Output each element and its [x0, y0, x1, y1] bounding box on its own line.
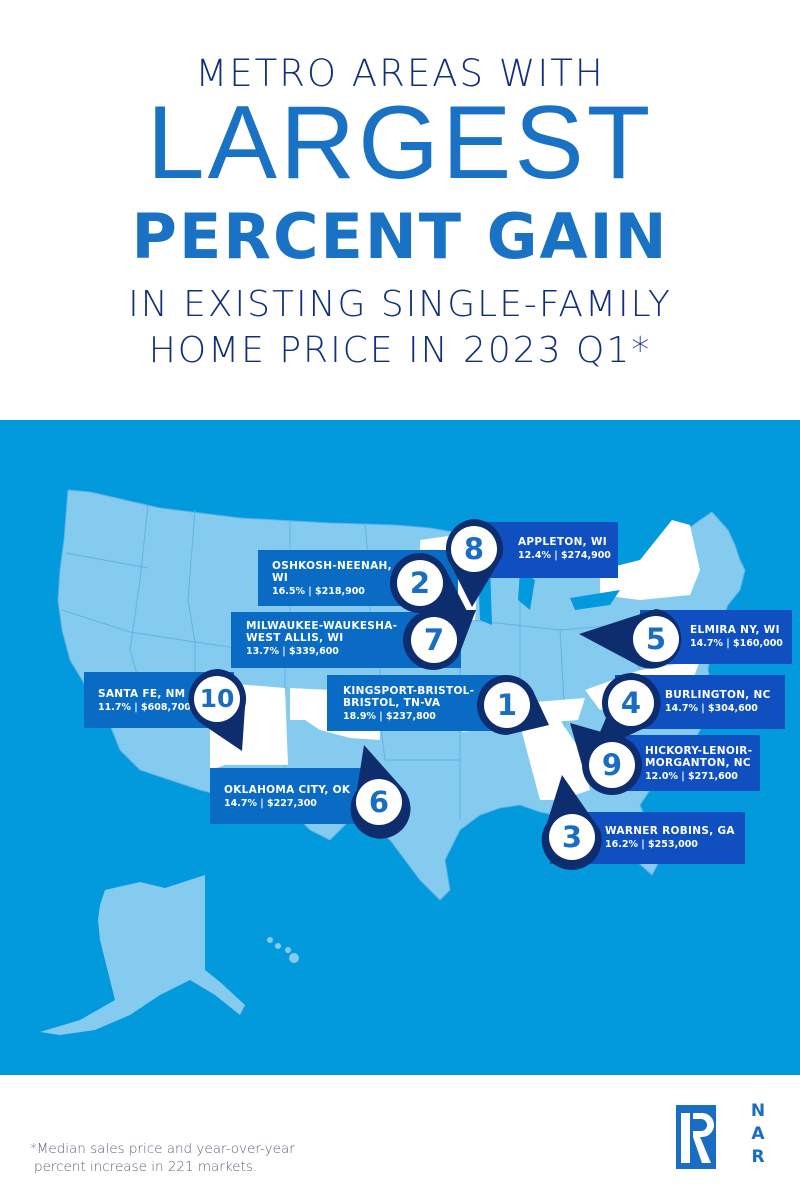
metro-stat: 16.2% | $253,000 — [605, 839, 698, 850]
alaska-land — [40, 875, 245, 1035]
hawaii-land — [267, 937, 299, 963]
metro-name-2: WI — [272, 572, 289, 584]
metro-name-2: BRISTOL, TN-VA — [343, 697, 441, 709]
pin-rank: 3 — [561, 820, 583, 854]
title-block: METRO AREAS WITH LARGEST PERCENT GAIN IN… — [0, 0, 800, 420]
map-pin-4[interactable]: 4 — [591, 673, 661, 753]
title-line-1: METRO AREAS WITH — [195, 52, 605, 95]
metro-name: ELMIRA NY, WI — [690, 624, 780, 636]
pin-marker-icon — [477, 675, 549, 735]
nar-wordmark: N A R — [748, 1100, 768, 1169]
metro-stat: 13.7% | $339,600 — [246, 646, 339, 657]
metro-stat: 12.4% | $274,900 — [518, 550, 611, 561]
map-pin-9[interactable]: 9 — [570, 723, 642, 795]
pin-marker-icon — [579, 609, 682, 669]
us-map: APPLETON, WI 12.4% | $274,900 OSHKOSH-NE… — [0, 420, 800, 1075]
metro-name: APPLETON, WI — [518, 536, 607, 548]
pin-marker-icon — [591, 673, 661, 753]
pin-marker-icon — [350, 745, 411, 839]
pin-marker-icon — [390, 553, 468, 613]
pin-marker-icon — [445, 519, 504, 607]
pin-rank: 8 — [463, 532, 485, 566]
metro-stat: 14.7% | $160,000 — [690, 638, 783, 649]
metro-stat: 16.5% | $218,900 — [272, 586, 365, 597]
nar-letter-a: A — [751, 1124, 765, 1144]
realtor-r-logo-icon — [676, 1105, 716, 1169]
title-line-4-5: IN EXISTING SINGLE-FAMILY HOME PRICE IN … — [0, 282, 800, 374]
pin-rank: 7 — [423, 623, 445, 657]
metro-name: WARNER ROBINS, GA — [605, 825, 735, 837]
metro-name-2: MORGANTON, NC — [645, 757, 751, 769]
nar-letter-r: R — [751, 1147, 765, 1167]
r-glyph-icon — [676, 1105, 716, 1169]
title-line-5: HOME PRICE IN 2023 Q1* — [148, 330, 652, 371]
metro-name: KINGSPORT-BRISTOL- — [343, 685, 475, 697]
label-box-1: KINGSPORT-BRISTOL- BRISTOL, TN-VA 18.9% … — [327, 675, 507, 731]
metro-name: MILWAUKEE-WAUKESHA- — [246, 620, 398, 632]
footnote-line-2: percent increase in 221 markets. — [34, 1159, 258, 1175]
metro-name-2: WEST ALLIS, WI — [246, 632, 344, 644]
pin-rank: 5 — [645, 622, 667, 656]
map-pin-1[interactable]: 1 — [477, 675, 549, 735]
map-pin-10[interactable]: 10 — [188, 669, 247, 751]
title-line-4: IN EXISTING SINGLE-FAMILY — [128, 284, 672, 325]
metro-name: BURLINGTON, NC — [665, 689, 771, 701]
metro-name: SANTA FE, NM — [98, 688, 186, 700]
map-pin-7[interactable]: 7 — [403, 609, 476, 670]
map-pin-3[interactable]: 3 — [541, 775, 602, 871]
pin-marker-icon — [403, 609, 476, 670]
pin-marker-icon — [570, 723, 642, 795]
metro-stat: 14.7% | $227,300 — [224, 798, 317, 809]
metro-name: OSHKOSH-NEENAH, — [272, 560, 392, 572]
title-line-3: PERCENT GAIN — [131, 200, 669, 273]
metro-stat: 18.9% | $237,800 — [343, 711, 436, 722]
pin-rank: 10 — [199, 684, 235, 713]
pin-rank: 1 — [496, 688, 518, 722]
map-pin-2[interactable]: 2 — [390, 553, 468, 613]
nar-letter-n: N — [750, 1101, 766, 1121]
map-pin-8[interactable]: 8 — [445, 519, 504, 607]
metro-stat: 14.7% | $304,600 — [665, 703, 758, 714]
footnote: *Median sales price and year-over-year p… — [30, 1140, 295, 1176]
footer: *Median sales price and year-over-year p… — [0, 1075, 800, 1200]
state-georgia — [520, 720, 590, 800]
metro-name: HICKORY-LENOIR- — [645, 745, 753, 757]
map-pin-5[interactable]: 5 — [579, 609, 683, 669]
pin-rank: 4 — [620, 686, 642, 720]
pin-rank: 6 — [368, 785, 390, 819]
pin-marker-icon — [541, 775, 602, 871]
pin-rank: 9 — [601, 748, 623, 782]
title-line-2: LARGEST — [146, 85, 654, 201]
map-pin-6[interactable]: 6 — [350, 745, 411, 839]
metro-stat: 11.7% | $608,700 — [98, 702, 191, 713]
pin-rank: 2 — [409, 566, 431, 600]
pin-marker-icon — [188, 669, 247, 751]
state-new-york — [600, 520, 700, 600]
metro-name: OKLAHOMA CITY, OK — [224, 784, 351, 796]
metro-stat: 12.0% | $271,600 — [645, 771, 738, 782]
footnote-line-1: *Median sales price and year-over-year — [30, 1141, 295, 1157]
